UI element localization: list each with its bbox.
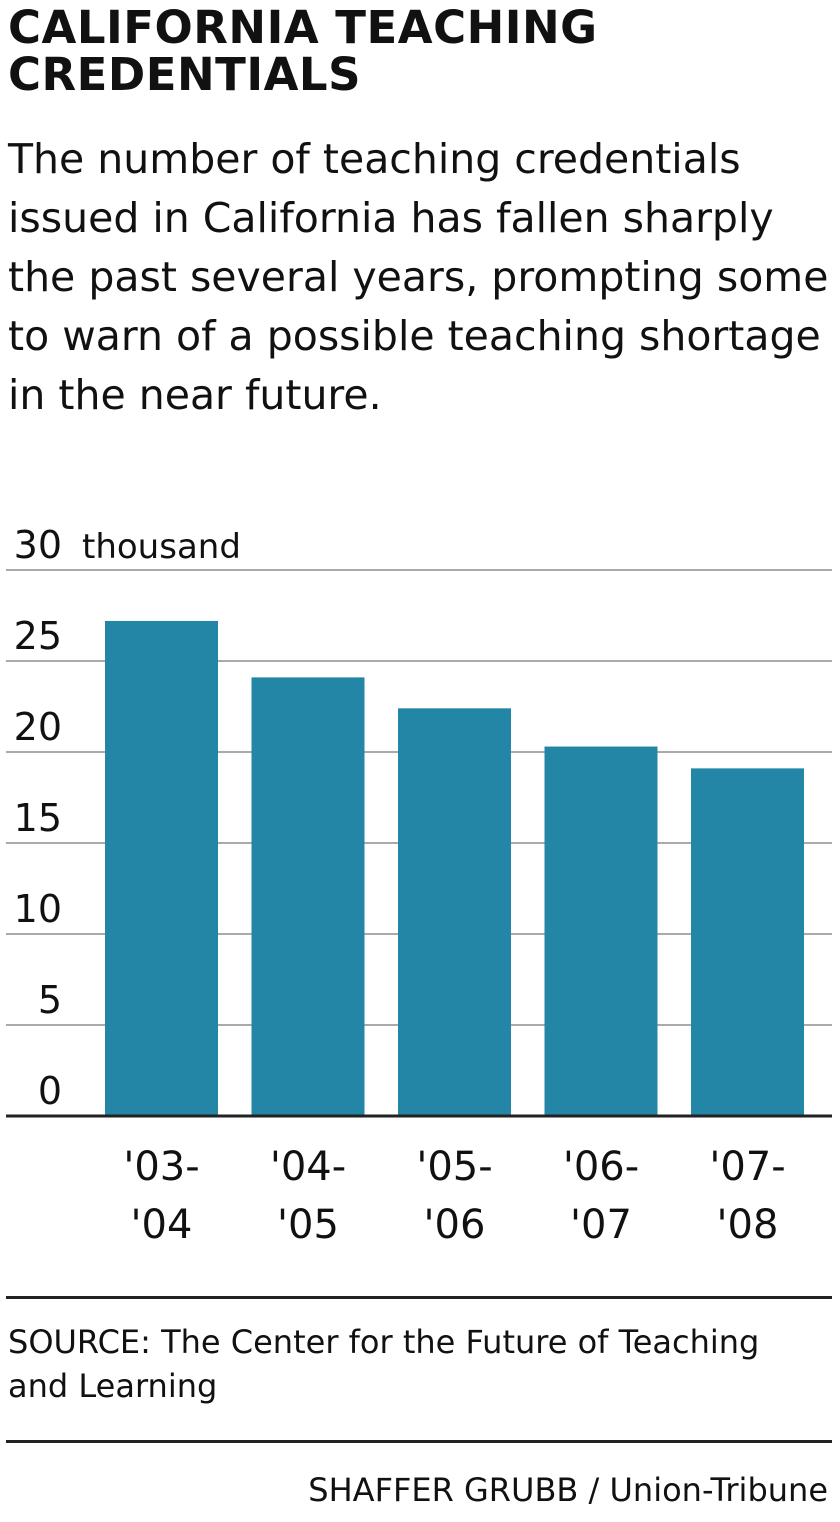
x-tick-label: '07 xyxy=(570,1202,632,1248)
x-tick-label: '04 xyxy=(131,1202,193,1248)
bar xyxy=(544,746,658,1116)
x-tick-label: '04- xyxy=(270,1144,346,1190)
y-tick-label: 25 xyxy=(14,614,62,658)
credit-line: SHAFFER GRUBB / Union-Tribune xyxy=(308,1471,828,1509)
x-tick-label: '07- xyxy=(709,1144,785,1190)
chart-subtitle: The number of teaching credentials issue… xyxy=(8,135,829,419)
x-tick-label: '05 xyxy=(277,1202,339,1248)
y-tick-label: 20 xyxy=(14,705,62,749)
bar xyxy=(251,677,365,1116)
chart-title: CALIFORNIA TEACHING CREDENTIALS xyxy=(8,1,598,101)
x-tick-label: '06- xyxy=(563,1144,639,1190)
y-tick-label: 15 xyxy=(14,796,62,840)
x-tick-label: '03- xyxy=(123,1144,199,1190)
bar xyxy=(105,620,218,1116)
bar xyxy=(398,708,511,1116)
x-tick-label: '06 xyxy=(424,1202,486,1248)
y-tick-label: 0 xyxy=(38,1069,62,1113)
credit-divider xyxy=(6,1440,832,1443)
x-tick-label: '05- xyxy=(416,1144,492,1190)
y-tick-label: 5 xyxy=(38,978,62,1022)
y-tick-label: 10 xyxy=(14,887,62,931)
y-unit-label: thousand xyxy=(82,527,241,567)
y-tick-label: 30 xyxy=(14,523,62,567)
source-note: SOURCE: The Center for the Future of Tea… xyxy=(8,1323,760,1405)
source-divider xyxy=(6,1296,832,1299)
bar-chart: 0 5 10 15 20 25 30 thousand '03- '04 '04- '05 '05- '0… xyxy=(6,523,832,1248)
bar xyxy=(691,768,804,1116)
x-tick-label: '08 xyxy=(717,1202,779,1248)
